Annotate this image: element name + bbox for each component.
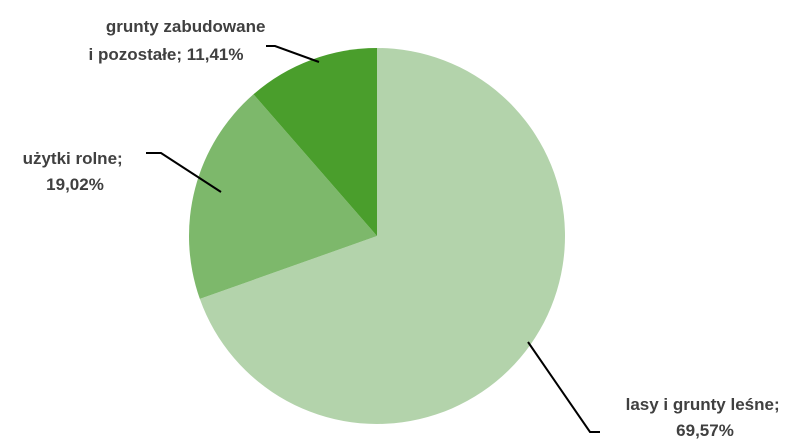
slice-label-lasy-line1: lasy i grunty leśne; <box>626 395 780 414</box>
leader-line-lasy <box>527 341 600 433</box>
pie-slices <box>188 48 565 424</box>
slice-label-uzytki-line2: 19,02% <box>46 175 104 194</box>
leader-line-grunty-zabudowane <box>266 45 320 63</box>
pie-slice-uzytki-rolne <box>188 94 377 299</box>
leader-line-uzytki-rolne <box>146 152 222 193</box>
slice-label-grunty-line1: grunty zabudowane <box>106 17 266 36</box>
slice-label-grunty-line2: i pozostałe; 11,41% <box>89 45 244 64</box>
data-labels: lasy i grunty leśne; 69,57% użytki rolne… <box>23 17 785 440</box>
slice-label-grunty-zabudowane: grunty zabudowane i pozostałe; 11,41% <box>89 17 271 64</box>
slice-label-lasy-line2: 69,57% <box>676 421 734 440</box>
slice-label-lasy: lasy i grunty leśne; 69,57% <box>626 395 785 440</box>
slice-label-uzytki-rolne: użytki rolne; 19,02% <box>23 149 128 194</box>
pie-slice-grunty-zabudowane <box>253 48 377 236</box>
slice-label-uzytki-line1: użytki rolne; <box>23 149 123 168</box>
leader-lines <box>146 45 600 433</box>
pie-slice-lasy <box>199 48 565 424</box>
